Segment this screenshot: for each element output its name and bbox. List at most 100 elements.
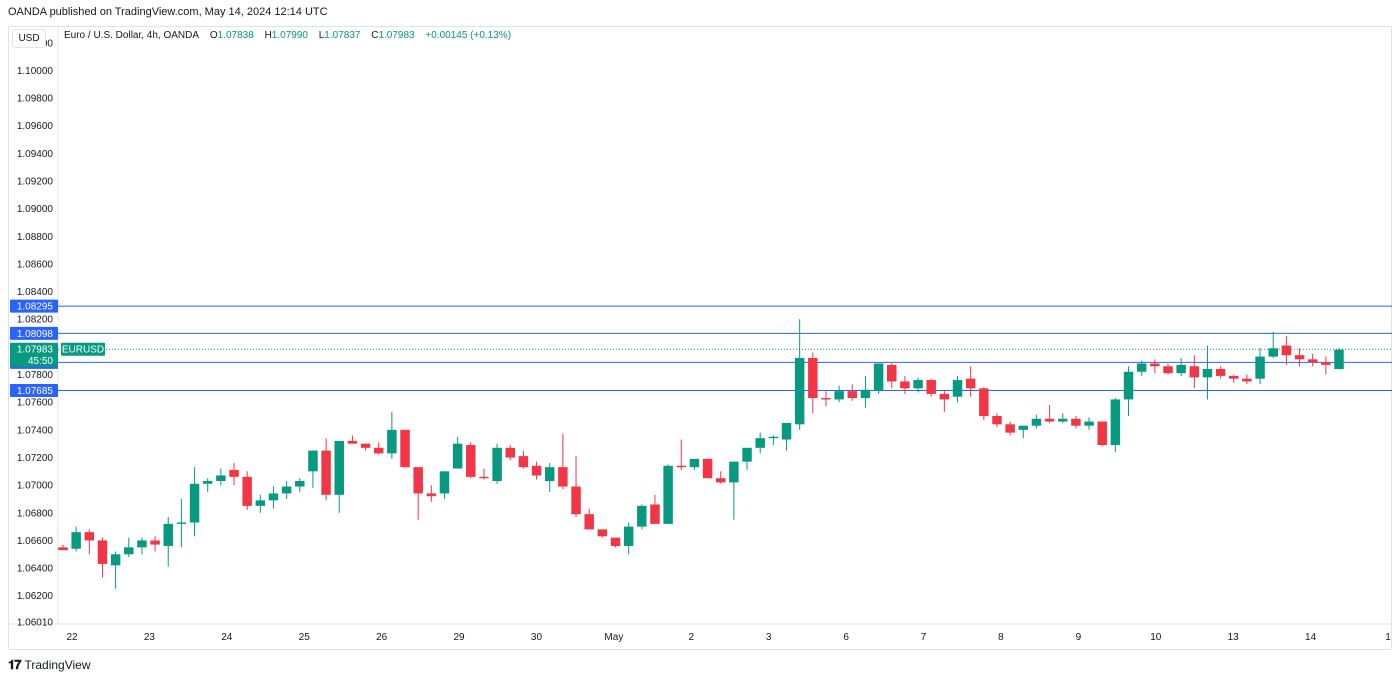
- candle-down: [1229, 374, 1239, 383]
- candle-body: [821, 398, 831, 400]
- candle-up: [1202, 345, 1213, 400]
- candle-body: [926, 380, 936, 394]
- x-tick-label: 2: [689, 632, 695, 643]
- candle-body: [1084, 421, 1094, 426]
- candle-down: [466, 442, 476, 479]
- last-price-label: 1.07983: [17, 345, 54, 356]
- candle-down: [373, 442, 384, 455]
- candle-up: [1058, 413, 1068, 423]
- ohlc-legend: Euro / U.S. Dollar, 4h, OANDA O1.07838 H…: [64, 30, 511, 41]
- horizontal-level-label: 1.08295: [17, 302, 54, 313]
- candle-body: [1281, 345, 1292, 356]
- candle-body: [426, 493, 437, 497]
- candle-body: [347, 440, 358, 444]
- candle-body: [71, 532, 81, 549]
- candle-body: [676, 465, 687, 468]
- y-tick-label: 1.06800: [17, 508, 54, 519]
- candle-body: [1294, 355, 1305, 360]
- candle-up: [544, 463, 555, 493]
- candle-up: [255, 494, 266, 513]
- candle-body: [1268, 348, 1278, 357]
- candle-up: [176, 498, 187, 548]
- candle-up: [729, 461, 739, 520]
- candle-up: [913, 377, 923, 393]
- candle-body: [137, 540, 147, 548]
- candle-down: [887, 363, 897, 389]
- candle-body: [623, 526, 634, 546]
- candle-down: [229, 463, 239, 486]
- candle-up: [1268, 331, 1278, 358]
- legend-high-label: H: [264, 30, 272, 41]
- candle-down: [58, 544, 68, 551]
- candle-body: [387, 429, 397, 454]
- candle-down: [413, 467, 423, 520]
- y-tick-label: 1.09600: [17, 121, 54, 132]
- candle-body: [808, 357, 818, 399]
- candle-body: [150, 540, 160, 545]
- candle-up: [387, 411, 397, 459]
- candle-down: [715, 471, 726, 484]
- x-tick-label: 23: [144, 632, 156, 643]
- legend-low: 1.07837: [324, 30, 361, 41]
- candle-body: [900, 381, 910, 389]
- y-tick-label: 1.07200: [17, 453, 54, 464]
- candle-body: [1150, 363, 1160, 367]
- y-tick-label: 1.09800: [17, 94, 54, 105]
- horizontal-level-tag: [10, 383, 58, 397]
- candle-down: [1163, 363, 1173, 375]
- legend-open-label: O: [209, 30, 218, 41]
- footer-brand[interactable]: 𝟏𝟕 TradingView: [8, 657, 91, 673]
- candle-down: [1215, 366, 1226, 379]
- candle-down: [518, 450, 529, 469]
- candle-up: [452, 436, 463, 469]
- candle-up: [1136, 360, 1147, 376]
- candle-body: [860, 389, 871, 399]
- x-tick-label: 6: [843, 632, 849, 643]
- y-tick-label: 1.06400: [17, 564, 54, 575]
- candle-body: [1031, 418, 1042, 426]
- candle-body: [1097, 421, 1107, 446]
- candle-body: [979, 388, 989, 417]
- candle-up: [663, 464, 673, 524]
- candle-body: [216, 475, 226, 481]
- candle-down: [597, 529, 608, 538]
- candle-down: [558, 433, 568, 490]
- candle-up: [1255, 348, 1265, 385]
- candle-body: [505, 447, 515, 458]
- candle-down: [1044, 404, 1055, 423]
- candle-body: [847, 391, 858, 399]
- candle-down: [1281, 335, 1292, 365]
- candle-body: [794, 357, 805, 425]
- x-tick-label: 8: [998, 632, 1004, 643]
- candle-body: [295, 480, 305, 487]
- candle-down: [1307, 353, 1318, 367]
- candle-body: [360, 443, 371, 448]
- candle-up: [742, 447, 752, 470]
- candle-body: [334, 440, 344, 495]
- chart-frame[interactable]: [8, 26, 1392, 650]
- candle-down: [150, 536, 160, 552]
- candle-body: [584, 514, 594, 530]
- candle-body: [887, 364, 897, 382]
- y-tick-label: 1.07800: [17, 370, 54, 381]
- y-tick-label: 1.06010: [17, 618, 54, 629]
- candle-down: [650, 494, 660, 524]
- candle-body: [597, 529, 608, 537]
- candle-body: [1071, 418, 1081, 426]
- horizontal-level-tag: [10, 299, 58, 313]
- candle-up: [794, 319, 805, 430]
- candle-body: [992, 416, 1002, 425]
- x-tick-label: May: [604, 632, 623, 643]
- candle-body: [702, 458, 713, 479]
- candle-body: [1176, 364, 1186, 374]
- currency-unit-button[interactable]: USD: [12, 29, 46, 48]
- candle-body: [1321, 362, 1331, 365]
- y-tick-label: 1.10000: [17, 66, 54, 77]
- candle-body: [84, 532, 95, 541]
- candle-down: [1097, 421, 1107, 447]
- y-tick-label: 1.06200: [17, 591, 54, 602]
- candle-down: [360, 443, 371, 451]
- y-tick-label: 1.09000: [17, 204, 54, 215]
- candle-up: [189, 467, 200, 537]
